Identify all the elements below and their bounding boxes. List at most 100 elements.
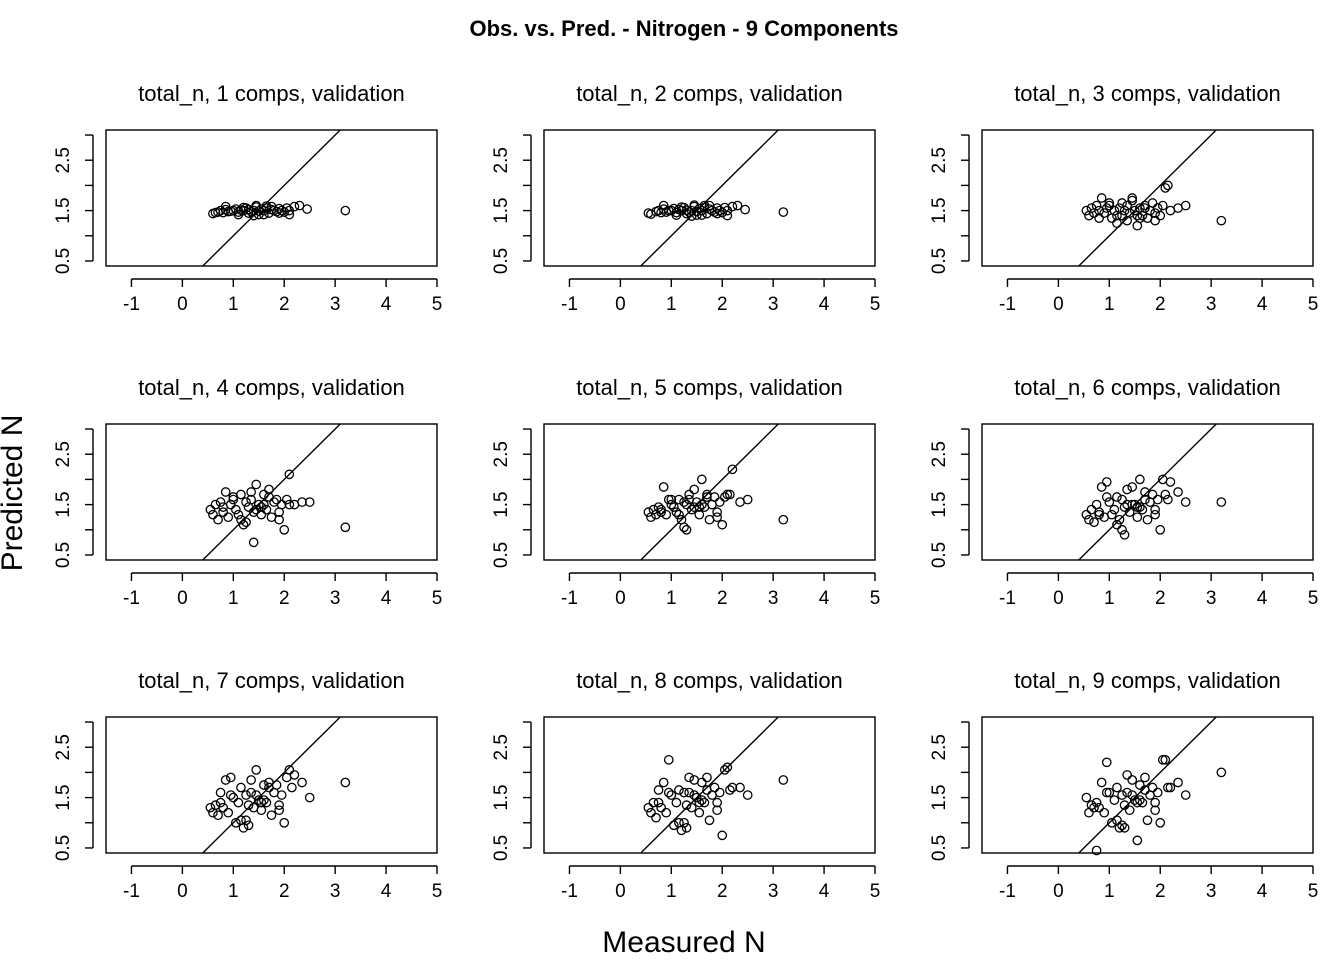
x-tick-label: 4 [381, 294, 392, 315]
plot-frame [981, 423, 1314, 561]
x-tick-label: 0 [615, 881, 626, 902]
data-point [233, 209, 244, 220]
data-point [1152, 494, 1163, 505]
panel-5: total_n, 5 comps, validation -1 0 1 2 3 4 5 0.5 1… [491, 375, 881, 609]
x-tick-label: -1 [561, 881, 578, 902]
data-point [256, 797, 267, 808]
data-point [241, 497, 251, 507]
data-point [1129, 499, 1140, 510]
data-point [689, 484, 700, 495]
reference-line [639, 130, 780, 266]
data-point [1127, 775, 1138, 785]
data-point [1157, 754, 1168, 765]
data-point [712, 512, 722, 523]
x-tick-label: 3 [768, 881, 779, 902]
x-tick-label: 2 [1155, 881, 1166, 902]
x-tick-label: 1 [666, 588, 677, 609]
data-point [1117, 210, 1127, 221]
x-tick-label: 1 [1104, 881, 1115, 902]
data-point [238, 519, 249, 530]
data-point [722, 210, 733, 221]
x-tick-label: -1 [123, 588, 140, 609]
y-tick-label: 0.5 [929, 835, 950, 861]
data-point [671, 210, 682, 220]
data-point [1157, 200, 1168, 211]
data-point [274, 507, 284, 517]
data-point [289, 770, 300, 780]
data-point [231, 504, 241, 515]
data-point [1119, 529, 1130, 540]
data-point [714, 497, 725, 507]
data-point [231, 817, 241, 828]
data-point [215, 497, 226, 507]
data-point [274, 800, 284, 810]
x-tick-label: 4 [819, 588, 830, 609]
reference-line [639, 717, 780, 853]
data-point [697, 474, 707, 485]
data-point [1160, 183, 1171, 193]
data-point [304, 497, 315, 507]
data-point [302, 204, 312, 214]
data-point [1119, 205, 1130, 216]
data-point [681, 208, 692, 219]
reference-line [1077, 424, 1218, 560]
x-tick-label: 1 [666, 294, 677, 315]
data-point [725, 489, 735, 500]
data-point [1152, 787, 1163, 798]
data-point [722, 489, 733, 500]
x-tick-label: 4 [381, 588, 392, 609]
data-point [284, 209, 295, 220]
data-point [707, 205, 717, 216]
data-point [246, 787, 256, 798]
data-point [1140, 203, 1150, 213]
plot-frame [543, 129, 876, 267]
data-point [223, 512, 234, 523]
x-tick-label: 5 [1308, 881, 1319, 902]
panel-6: total_n, 6 comps, validation -1 0 1 2 3 4 5 0.5 1… [929, 375, 1318, 609]
x-tick-label: 4 [1257, 881, 1268, 902]
y-tick-label: 2.5 [929, 147, 950, 173]
x-tick-label: -1 [123, 881, 140, 902]
data-point [1094, 213, 1104, 223]
data-point [1165, 477, 1176, 487]
data-point [1112, 492, 1122, 502]
data-point [1112, 782, 1122, 793]
x-tick-label: 1 [666, 881, 677, 902]
data-point [1104, 200, 1115, 211]
data-point [694, 797, 705, 808]
data-point [681, 800, 692, 810]
data-point [663, 754, 674, 765]
data-point [243, 208, 254, 218]
x-tick-label: 5 [870, 588, 881, 609]
data-point [1091, 845, 1102, 856]
data-point [253, 209, 264, 220]
data-point [284, 765, 295, 775]
data-point [1147, 198, 1158, 208]
data-point [702, 772, 712, 783]
data-point [256, 502, 267, 512]
data-point [722, 762, 733, 773]
data-point [246, 494, 256, 505]
data-point [287, 782, 297, 793]
data-point [243, 800, 254, 810]
data-point [1127, 195, 1138, 206]
x-tick-label: 1 [228, 294, 239, 315]
y-tick-label: 2.5 [929, 441, 950, 467]
data-point [735, 782, 745, 793]
reference-line [201, 717, 342, 853]
data-point [714, 787, 725, 798]
panel-title: total_n, 8 comps, validation [576, 668, 843, 693]
y-tick-label: 2.5 [491, 734, 512, 760]
data-point [704, 815, 715, 826]
data-point [702, 492, 712, 502]
data-point [679, 497, 689, 507]
data-point [697, 210, 707, 220]
data-point [294, 200, 305, 211]
data-point [689, 200, 700, 210]
data-point [666, 494, 677, 505]
data-point [225, 772, 236, 783]
y-tick-label: 1.5 [491, 491, 512, 517]
data-point [663, 494, 674, 505]
data-point [259, 795, 269, 805]
panels-grid: total_n, 1 comps, validation -1 0 1 2 3 4 5 0.5 1… [53, 81, 1319, 902]
